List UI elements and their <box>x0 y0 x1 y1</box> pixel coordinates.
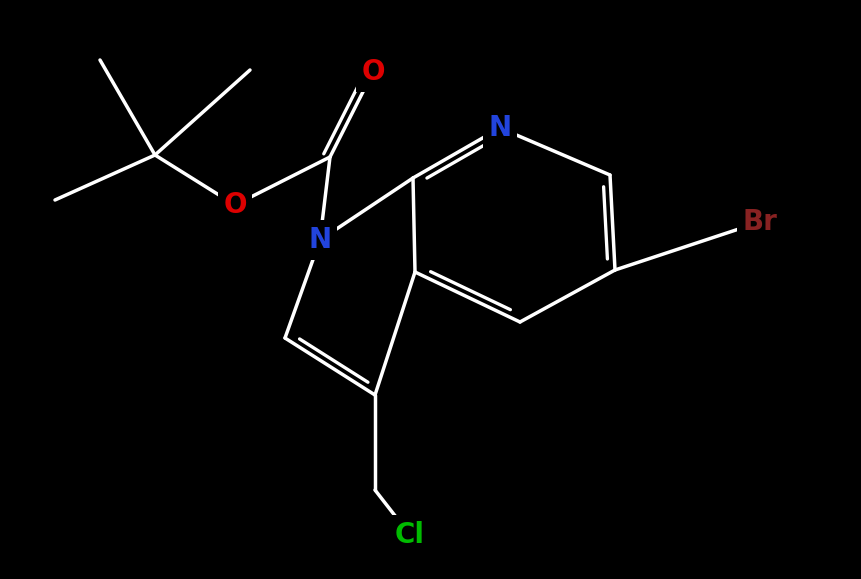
Text: Cl: Cl <box>395 521 425 549</box>
Text: N: N <box>308 226 331 254</box>
Text: Br: Br <box>742 208 777 236</box>
Text: N: N <box>488 114 511 142</box>
Text: O: O <box>223 191 247 219</box>
Text: O: O <box>362 58 385 86</box>
